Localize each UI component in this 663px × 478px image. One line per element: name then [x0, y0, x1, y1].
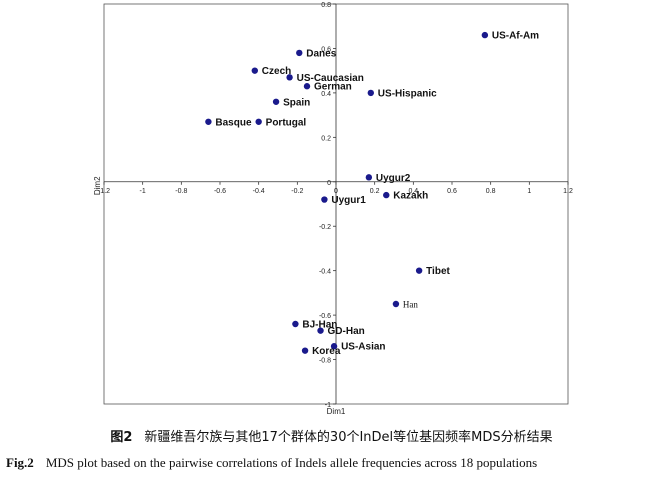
point-label: Han — [403, 300, 418, 310]
x-tick-label: 0.4 — [408, 188, 418, 195]
x-tick-label: -0.6 — [214, 188, 226, 195]
point-label: Spain — [283, 97, 310, 108]
data-point — [296, 49, 303, 57]
x-tick-label: 0 — [334, 188, 338, 195]
point-label: Basque — [215, 117, 252, 128]
figure-caption-english: Fig.2 MDS plot based on the pairwise corr… — [6, 455, 663, 471]
y-tick-label: 0.2 — [321, 135, 331, 142]
data-point — [367, 89, 374, 97]
x-tick-label: -0.2 — [291, 188, 303, 195]
point-label: BJ-Han — [302, 320, 337, 331]
x-tick-label: 0.8 — [486, 188, 496, 195]
point-label: Tibet — [426, 266, 450, 277]
y-tick-label: 0.6 — [321, 46, 331, 53]
data-point — [292, 320, 299, 328]
data-point — [392, 300, 400, 308]
x-tick-label: 0.6 — [447, 188, 457, 195]
caption-en-text: MDS plot based on the pairwise correlati… — [45, 455, 538, 470]
x-ticks: -1.2 -1 -0.8 -0.6 -0.4 -0.2 0 0.2 0.4 0.6 0.8 1 1.2 — [98, 181, 573, 195]
y-tick-label: -0.4 — [319, 269, 331, 276]
x-tick-label: -1.2 — [98, 188, 110, 195]
data-point — [321, 196, 328, 203]
data-point — [383, 191, 390, 199]
y-tick-label: -0.2 — [319, 224, 331, 231]
y-tick-label: -1 — [325, 402, 331, 409]
data-point — [205, 118, 212, 125]
data-point — [415, 267, 423, 274]
y-tick-label: 0.4 — [321, 91, 331, 98]
x-tick-label: 1.2 — [563, 188, 573, 195]
point-label: Czech — [262, 66, 291, 77]
y-tick-label: 0.8 — [321, 2, 331, 9]
y-tick-label: -0.8 — [319, 358, 331, 365]
y-ticks: -1 -0.8 -0.6 -0.4 -0.2 0 0.2 0.4 0.6 0.8 — [319, 2, 336, 409]
figure-caption-chinese: 图2 新疆维吾尔族与其他17个群体的30个InDel等位基因频率MDS分析结果 — [0, 426, 663, 445]
x-axis-title: Dim1 — [327, 407, 346, 416]
mds-scatter-plot: -1.2 -1 -0.8 -0.6 -0.4 -0.2 0 0.2 0.4 0.6 0.8 1 1.2 … — [93, 2, 573, 416]
data-point — [255, 118, 262, 125]
data-point — [251, 67, 258, 74]
data-point — [365, 174, 373, 181]
x-tick-label: 1 — [527, 188, 531, 195]
point-label: US-Af-Am — [492, 31, 539, 42]
caption-en-label: Fig.2 — [6, 455, 34, 470]
point-label: Korea — [312, 346, 341, 357]
data-point — [301, 347, 309, 354]
data-point — [330, 343, 338, 350]
x-tick-label: -0.8 — [175, 188, 187, 195]
y-tick-label: 0 — [327, 180, 331, 187]
data-point — [303, 83, 311, 90]
point-label: Kazakh — [393, 191, 428, 202]
point-label: GD-Han — [328, 326, 365, 337]
x-tick-label: -1 — [140, 188, 146, 195]
point-label: Uygur1 — [331, 195, 366, 206]
point-label: Danes — [306, 48, 336, 59]
point-label: US-Hispanic — [378, 88, 437, 99]
caption-zh-text: 新疆维吾尔族与其他17个群体的30个InDel等位基因频率MDS分析结果 — [144, 430, 553, 445]
data-point — [272, 98, 280, 105]
point-label: US-Caucasian — [297, 73, 364, 84]
point-label: Uygur2 — [376, 173, 411, 184]
data-point — [317, 327, 324, 334]
x-tick-label: -0.4 — [253, 188, 265, 195]
x-tick-label: 0.2 — [370, 188, 380, 195]
point-label: German — [314, 82, 352, 93]
data-point — [481, 31, 489, 39]
point-label: Portugal — [266, 117, 307, 128]
y-axis-title: Dim2 — [93, 176, 102, 195]
point-label: US-Asian — [341, 342, 385, 353]
data-point — [286, 74, 293, 81]
y-tick-label: -0.6 — [319, 313, 331, 320]
caption-zh-label: 图2 — [110, 430, 133, 445]
